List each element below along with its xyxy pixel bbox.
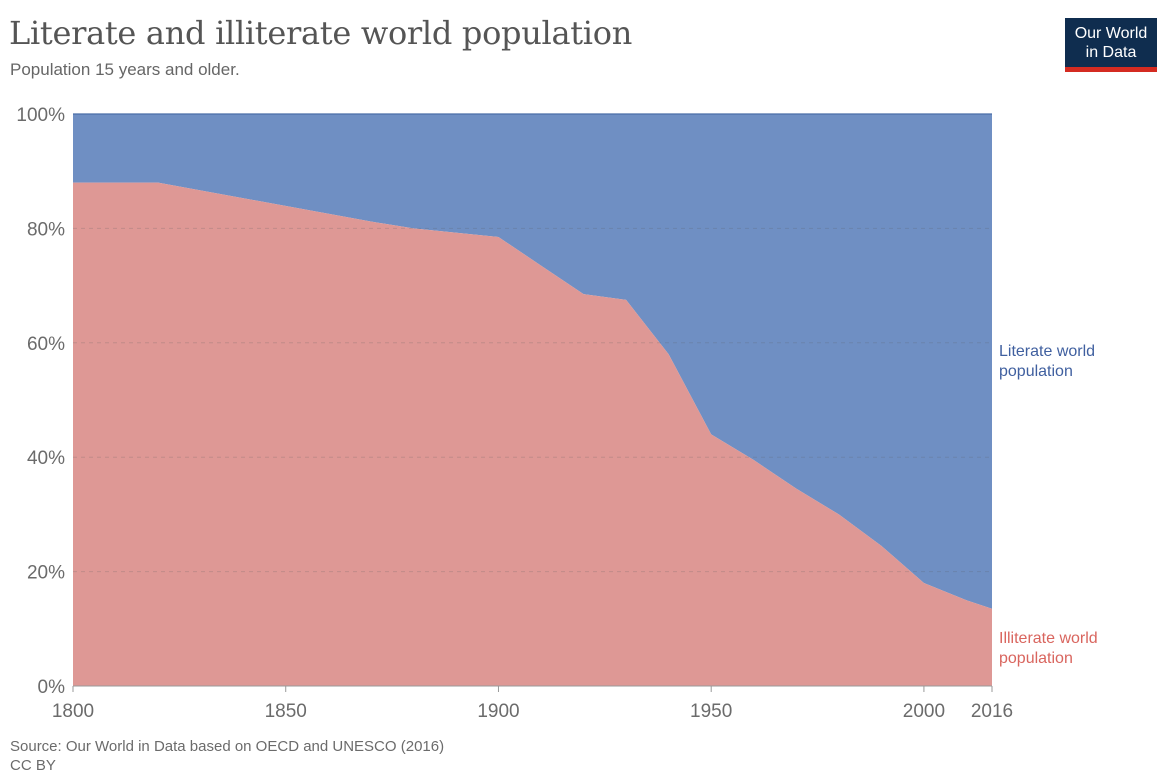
x-tick-label: 1850	[265, 701, 307, 722]
owid-logo[interactable]: Our World in Data	[1065, 18, 1157, 72]
source-note: Source: Our World in Data based on OECD …	[10, 738, 445, 755]
logo-line-1: Our World	[1074, 25, 1148, 42]
y-tick-label: 40%	[27, 448, 65, 469]
literate-area	[73, 114, 992, 609]
x-tick-label: 1950	[690, 701, 732, 722]
y-tick-label: 20%	[27, 563, 65, 584]
literate-series-label: Literate world population	[999, 343, 1095, 380]
x-tick-label: 1900	[477, 701, 519, 722]
chart-title: Literate and illiterate world population	[9, 14, 633, 52]
x-tick-label: 2016	[971, 701, 1013, 722]
illiterate-area	[73, 182, 992, 686]
license-link[interactable]: CC BY	[10, 757, 56, 774]
y-tick-label: 0%	[38, 677, 66, 698]
series-labels: Literate world population Illiterate world…	[999, 343, 1098, 667]
chart-gridlines	[73, 227, 992, 573]
chart-axes: 0% 20% 40% 60% 80% 100% 1800 1850 1900 1950 2000 20…	[16, 105, 1013, 722]
chart-subtitle: Population 15 years and older.	[10, 60, 240, 79]
x-tick-label: 2000	[903, 701, 945, 722]
y-tick-label: 80%	[27, 219, 65, 240]
logo-line-2: in Data	[1085, 44, 1137, 61]
y-tick-label: 60%	[27, 334, 65, 355]
y-tick-label: 100%	[16, 105, 65, 126]
x-tick-label: 1800	[52, 701, 94, 722]
chart-areas	[73, 113, 992, 686]
illiterate-series-label: Illiterate world population	[999, 630, 1098, 667]
